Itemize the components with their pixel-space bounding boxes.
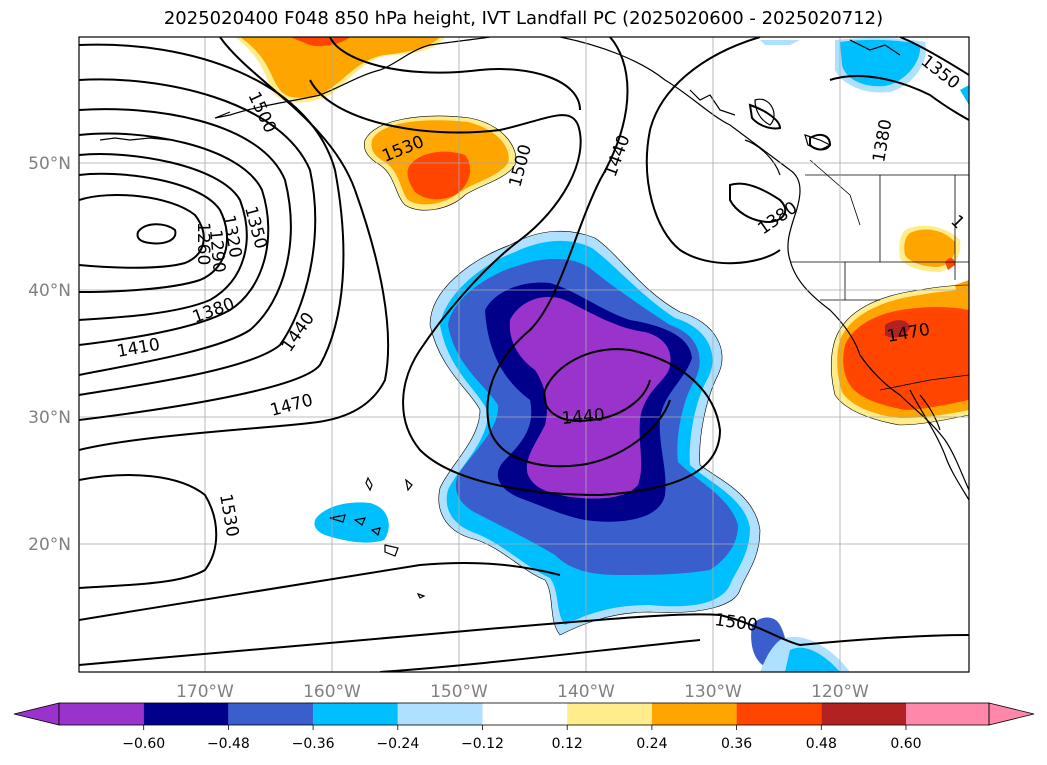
colorbar-tick-label: 0.48	[806, 736, 837, 752]
figure-title: 2025020400 F048 850 hPa height, IVT Land…	[163, 8, 884, 29]
colorbar-tick-label: −0.24	[376, 736, 419, 752]
anomaly-outlines	[363, 115, 969, 636]
lon-tick-label: 160°W	[303, 682, 361, 702]
colorbar-swatch	[482, 703, 568, 725]
colorbar-swatch	[143, 703, 229, 725]
lat-tick-label: 50°N	[28, 154, 71, 174]
colorbar-swatch	[397, 703, 483, 725]
colorbar-tick-label: −0.12	[461, 736, 504, 752]
map-frame	[78, 36, 970, 673]
coastlines	[99, 37, 969, 599]
contour-label: 1440	[561, 405, 606, 429]
colorbar-tick-label: 0.24	[636, 736, 667, 752]
colorbar-swatch	[59, 703, 144, 725]
colorbar-tick-label: −0.36	[292, 736, 335, 752]
colorbar-swatch	[736, 703, 822, 725]
lon-tick-label: 140°W	[557, 682, 615, 702]
colorbar-swatch	[228, 703, 314, 725]
colorbar-extend-low	[13, 702, 60, 726]
lon-tick-label: 120°W	[811, 682, 869, 702]
gridlines	[79, 37, 969, 672]
colorbar-swatch	[313, 703, 398, 725]
colorbar-swatch	[906, 703, 989, 725]
colorbar-swatch	[821, 703, 906, 725]
colorbar-tick-label: 0.12	[552, 736, 583, 752]
lon-tick-labels: 170°W 160°W 150°W 140°W 130°W 120°W	[176, 682, 869, 702]
colorbar-ticks	[143, 725, 907, 730]
colorbar-tick-label: −0.60	[122, 736, 165, 752]
lat-tick-label: 40°N	[28, 281, 71, 301]
colorbar-extend-high	[988, 702, 1035, 726]
contour-label: 1290	[205, 229, 229, 274]
height-contours	[79, 37, 969, 672]
colorbar-tick-label: 0.36	[721, 736, 752, 752]
lon-tick-label: 130°W	[684, 682, 742, 702]
lon-tick-label: 150°W	[430, 682, 488, 702]
lat-tick-label: 30°N	[28, 408, 71, 428]
lat-tick-label: 20°N	[28, 535, 71, 555]
colorbar-tick-label: 0.60	[890, 736, 921, 752]
colorbar: −0.60 −0.48 −0.36 −0.24 −0.12 0.12 0.24 …	[13, 702, 1035, 752]
colorbar-tick-label: −0.48	[207, 736, 250, 752]
colorbar-swatch	[651, 703, 737, 725]
political-boundaries	[790, 159, 969, 391]
lat-tick-labels: 50°N 40°N 30°N 20°N	[28, 154, 71, 555]
colorbar-swatch	[567, 703, 652, 725]
lon-tick-label: 170°W	[176, 682, 234, 702]
contour-label: 1260	[193, 222, 213, 265]
colorbar-frame	[58, 702, 990, 726]
